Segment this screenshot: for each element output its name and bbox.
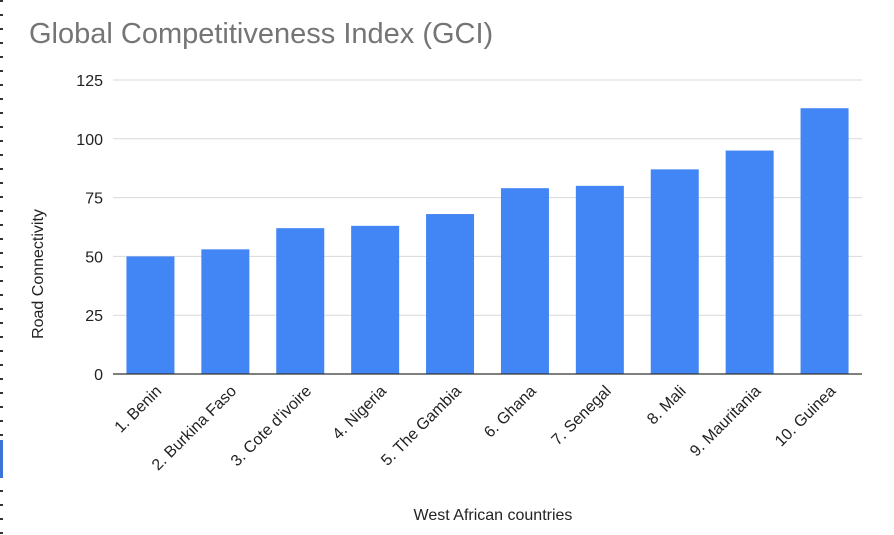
left-border-dashes: [0, 0, 3, 535]
y-tick-label: 0: [94, 367, 103, 384]
bar: [351, 225, 400, 374]
x-tick-label: 1. Benin: [112, 383, 166, 437]
x-tick-label: 10. Guinea: [772, 383, 839, 450]
x-tick-label: 9. Mauritania: [687, 383, 764, 460]
y-tick-label: 75: [85, 191, 103, 208]
x-tick-label: 4. Nigeria: [330, 383, 391, 444]
bar: [575, 185, 624, 374]
y-tick-label: 50: [85, 249, 103, 266]
x-tick-label: 6. Ghana: [481, 383, 540, 442]
chart-title: Global Competitiveness Index (GCI): [29, 18, 494, 50]
y-tick-label: 100: [76, 132, 103, 149]
bar: [725, 150, 774, 374]
y-axis-title: Road Connectivity: [30, 209, 47, 339]
bars: [126, 108, 849, 374]
bar: [650, 169, 699, 374]
bar: [800, 108, 849, 374]
bar: [276, 228, 325, 374]
x-tick-label: 7. Senegal: [549, 383, 615, 449]
left-border-marker: [0, 440, 3, 478]
y-tick-label: 25: [85, 308, 103, 325]
bar: [500, 188, 549, 374]
bar: [126, 256, 175, 374]
x-tick-label: 5. The Gambia: [378, 383, 465, 470]
y-tick-label: 125: [76, 73, 103, 90]
x-tick-label: 3. Cote d'ivoire: [228, 383, 315, 470]
bar: [426, 214, 475, 374]
bar: [201, 249, 250, 374]
y-axis-ticks: 0 25 50 75 100 125: [76, 73, 103, 384]
x-tick-label: 8. Mali: [644, 383, 689, 428]
x-axis-title: West African countries: [414, 507, 573, 524]
